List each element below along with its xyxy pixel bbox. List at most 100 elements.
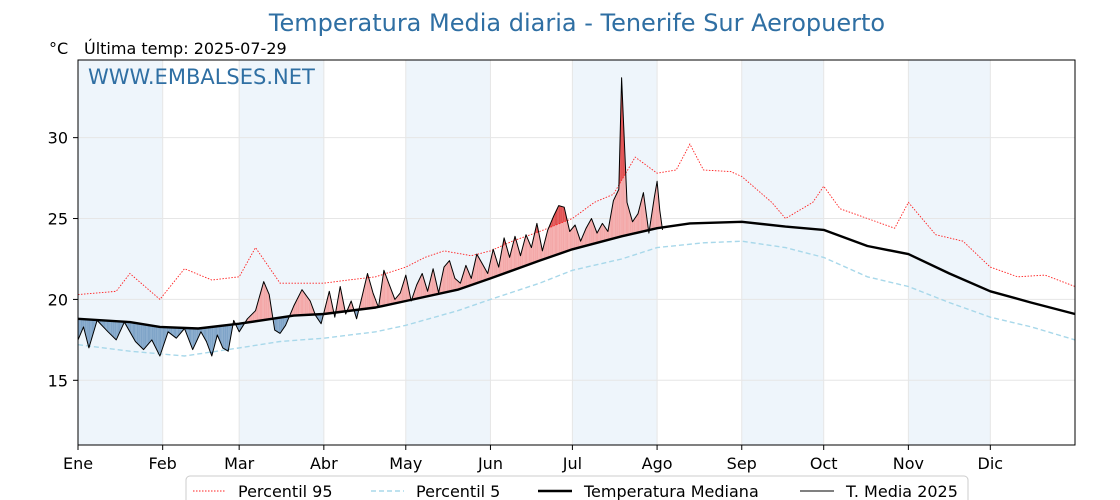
fill-above-median	[459, 282, 461, 290]
fill-above-median	[635, 215, 637, 234]
fill-above-median	[580, 237, 582, 248]
fill-below-median	[237, 323, 240, 332]
fill-above-median	[308, 299, 311, 315]
fill-above-median	[269, 294, 271, 320]
fill-above-median	[386, 277, 389, 306]
fill-below-median	[151, 325, 154, 343]
fill-above-median	[639, 203, 641, 233]
fill-above-median	[573, 225, 576, 249]
fill-above-median	[367, 273, 369, 309]
fill-below-median	[284, 316, 286, 328]
fill-above-median	[603, 225, 606, 241]
x-tick-label: Nov	[893, 454, 924, 473]
fill-above-median	[301, 289, 304, 316]
fill-above-median	[457, 280, 460, 290]
fill-above-median	[655, 181, 658, 229]
fill-above-median	[612, 200, 614, 239]
fill-below-median	[143, 324, 145, 350]
fill-above-median	[584, 228, 587, 247]
fill-above-median	[571, 228, 573, 250]
fill-above-median	[297, 295, 300, 316]
fill-above-median	[594, 225, 596, 244]
fill-above-median	[525, 234, 528, 266]
fill-above-median	[364, 279, 367, 309]
fill-above-median	[445, 263, 447, 293]
fill-below-median	[209, 327, 211, 353]
fill-below-median	[169, 327, 171, 334]
fill-below-median	[155, 326, 158, 351]
fill-below-median	[147, 324, 150, 345]
fill-below-median	[108, 320, 110, 334]
fill-below-median	[285, 316, 287, 326]
watermark-text: WWW.EMBALSES.NET	[88, 65, 315, 89]
fill-above-median	[307, 297, 309, 315]
x-tick-label: Dic	[978, 454, 1004, 473]
legend-box	[185, 475, 969, 500]
fill-above-median	[494, 253, 496, 277]
fill-above-median	[606, 229, 608, 241]
fill-above-median	[633, 217, 636, 234]
fill-above-median	[642, 192, 644, 232]
fill-above-p95	[560, 205, 562, 224]
fill-above-median	[632, 219, 634, 234]
fill-below-median	[129, 322, 132, 335]
series-line-p95	[77, 143, 1076, 301]
fill-above-median	[587, 223, 589, 246]
fill-above-median	[536, 223, 539, 262]
month-band	[741, 60, 824, 445]
fill-below-median	[162, 327, 165, 348]
fill-above-median	[404, 275, 406, 302]
fill-above-median	[547, 226, 550, 258]
fill-below-median	[150, 325, 152, 342]
legend-label-p95: Percentil 95	[238, 482, 333, 500]
x-tick-label: May	[389, 454, 422, 473]
fill-above-median	[651, 206, 653, 230]
fill-below-median	[203, 327, 206, 340]
fill-below-median	[161, 326, 163, 352]
fill-above-median	[497, 262, 499, 276]
fill-above-median	[250, 314, 252, 323]
fill-above-median	[366, 273, 368, 309]
fill-above-median	[542, 245, 544, 260]
fill-above-median	[304, 293, 307, 315]
last-temp-label: Última temp: 2025-07-29	[84, 39, 287, 58]
fill-above-median	[569, 229, 572, 251]
fill-above-median	[476, 254, 479, 284]
fill-below-median	[278, 317, 281, 334]
x-tick-label: Jul	[562, 454, 582, 473]
chart-title: Temperatura Media diaria - Tenerife Sur …	[268, 9, 885, 37]
fill-above-median	[265, 284, 267, 320]
fill-below-median	[114, 321, 117, 340]
fill-above-median	[637, 208, 640, 233]
fill-below-median	[154, 326, 156, 348]
fill-below-median	[105, 320, 107, 331]
y-axis-ticks: 15 20 25 30	[48, 129, 78, 390]
fill-above-median	[491, 249, 494, 278]
fill-above-median	[465, 265, 468, 287]
fill-above-p95	[558, 205, 561, 224]
fill-above-median	[523, 239, 525, 267]
fill-above-median	[605, 227, 607, 241]
fill-above-median	[644, 202, 647, 232]
fill-below-median	[224, 325, 226, 350]
fill-below-median	[158, 326, 160, 357]
fill-below-median	[274, 318, 277, 331]
month-band	[78, 60, 163, 445]
fill-above-median	[527, 237, 529, 266]
fill-below-median	[168, 327, 170, 333]
fill-above-median	[454, 278, 457, 291]
fill-below-median	[112, 320, 114, 338]
month-band	[239, 60, 324, 445]
fill-above-median	[530, 244, 532, 265]
fill-above-median	[452, 269, 454, 291]
fill-below-median	[170, 327, 173, 335]
fill-below-median	[103, 320, 106, 329]
fill-above-median	[388, 281, 390, 305]
fill-below-median	[211, 326, 214, 357]
x-tick-label: Abr	[310, 454, 338, 473]
fill-below-median	[132, 322, 134, 340]
fill-below-median	[226, 324, 229, 352]
y-tick-label: 30	[48, 129, 68, 148]
x-tick-label: Sep	[727, 454, 757, 473]
fill-above-median	[431, 268, 434, 296]
